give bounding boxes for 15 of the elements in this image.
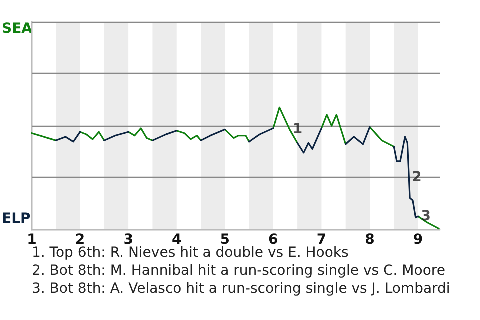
x-tick-label: 7 (316, 232, 327, 248)
x-tick-label: 4 (172, 232, 182, 248)
x-tick-label: 1 (27, 232, 37, 248)
text: SEA (2, 21, 33, 37)
x-tick-label: 6 (268, 232, 278, 248)
text: ELP (2, 211, 31, 227)
text: 1. Top 6th: R. Nieves hit a double vs E. Hooks (32, 245, 349, 261)
x-tick-label: 5 (220, 232, 230, 248)
text: 2. Bot 8th: M. Hannibal hit a run-scoring single vs C. Moore (32, 263, 446, 279)
x-tick-label: 3 (124, 232, 134, 248)
annotation: 3 (421, 208, 432, 225)
x-tick-label: 8 (365, 232, 375, 248)
text: 3. Bot 8th: A. Velasco hit a run-scoring single vs J. Lombardi (32, 281, 450, 297)
x-tick-label: 9 (413, 232, 424, 248)
x-tick-label: 2 (75, 232, 86, 248)
